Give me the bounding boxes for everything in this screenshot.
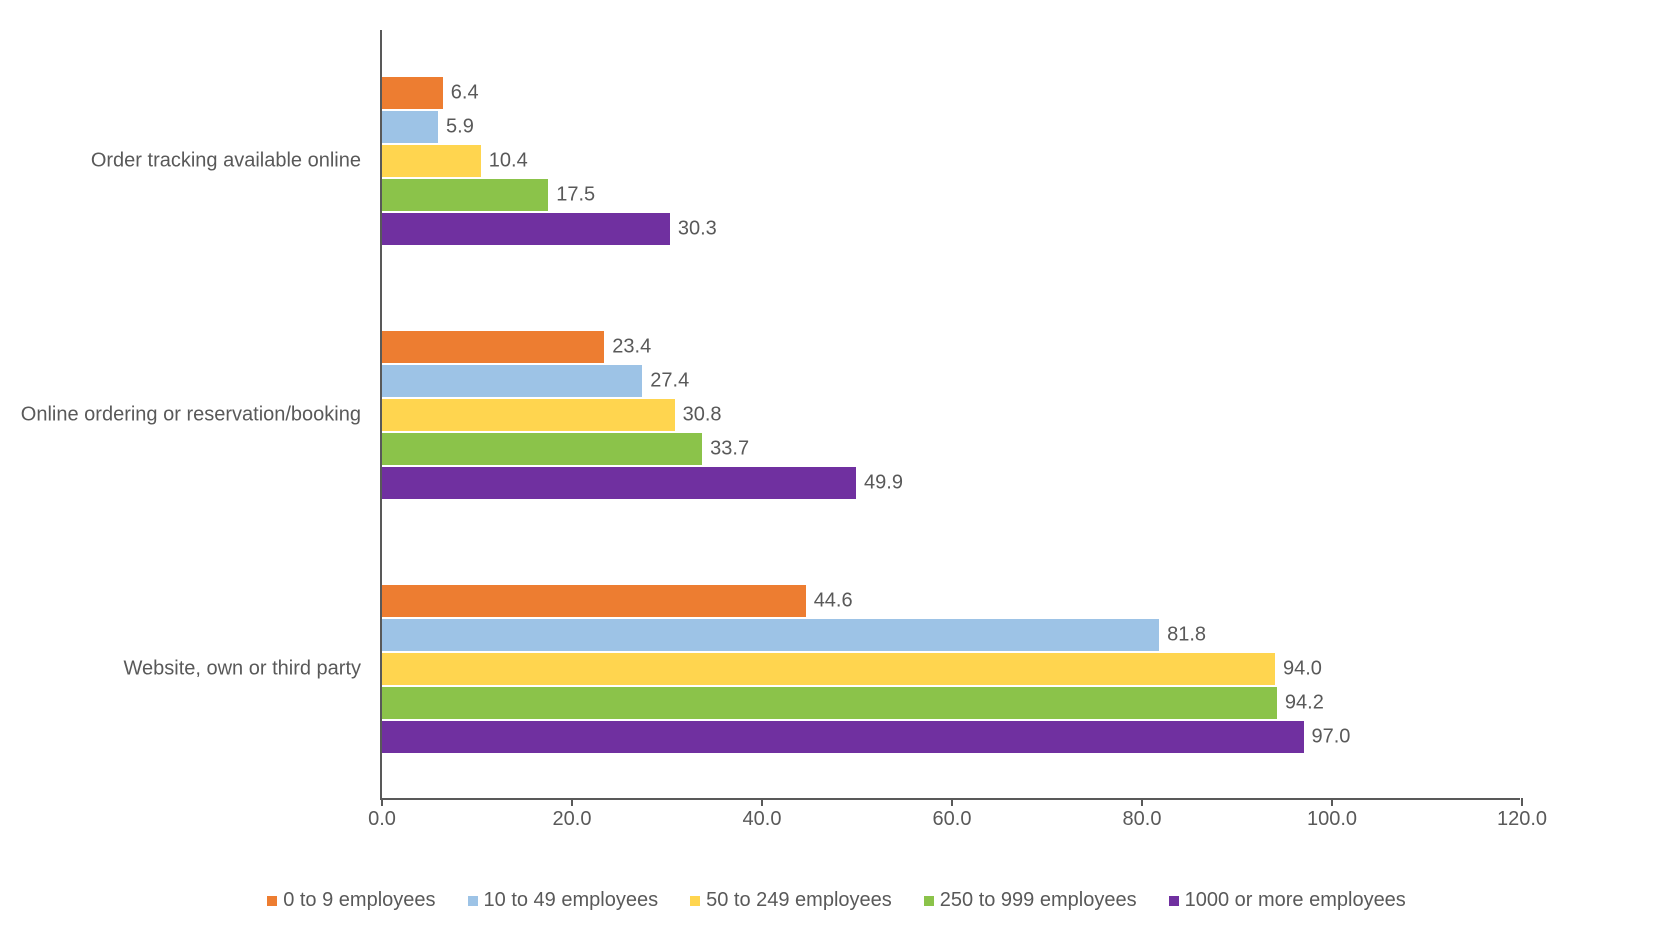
legend-item: 1000 or more employees <box>1169 889 1406 912</box>
bar-value-label: 5.9 <box>438 116 474 139</box>
bar: 33.7 <box>382 433 702 465</box>
legend-item: 50 to 249 employees <box>690 889 892 912</box>
legend-item: 0 to 9 employees <box>267 889 435 912</box>
x-axis-tick <box>1141 798 1143 806</box>
chart-container: 6.45.910.417.530.323.427.430.833.749.944… <box>0 0 1673 930</box>
x-axis-tick <box>1521 798 1523 806</box>
legend-label: 10 to 49 employees <box>484 889 659 912</box>
category-label: Order tracking available online <box>13 150 373 173</box>
bar-value-label: 44.6 <box>806 590 853 613</box>
legend-swatch <box>267 896 277 906</box>
bar: 27.4 <box>382 365 642 397</box>
category-label: Website, own or third party <box>13 658 373 681</box>
legend-swatch <box>1169 896 1179 906</box>
plot-area: 6.45.910.417.530.323.427.430.833.749.944… <box>380 30 1520 800</box>
bar-value-label: 30.8 <box>675 404 722 427</box>
bar-value-label: 97.0 <box>1304 726 1351 749</box>
bar-value-label: 94.0 <box>1275 658 1322 681</box>
bar-value-label: 6.4 <box>443 82 479 105</box>
bar: 30.8 <box>382 399 675 431</box>
bar: 6.4 <box>382 77 443 109</box>
x-axis-tick <box>951 798 953 806</box>
x-axis-tick-label: 100.0 <box>1307 808 1357 831</box>
bar: 30.3 <box>382 213 670 245</box>
bar: 23.4 <box>382 331 604 363</box>
legend-label: 1000 or more employees <box>1185 889 1406 912</box>
category-label: Online ordering or reservation/booking <box>13 404 373 427</box>
bar: 81.8 <box>382 619 1159 651</box>
bar-value-label: 81.8 <box>1159 624 1206 647</box>
x-axis-tick <box>761 798 763 806</box>
x-axis-tick <box>381 798 383 806</box>
bar-value-label: 49.9 <box>856 472 903 495</box>
bar: 94.2 <box>382 687 1277 719</box>
x-axis-tick <box>1331 798 1333 806</box>
bar: 10.4 <box>382 145 481 177</box>
x-axis-tick <box>571 798 573 806</box>
x-axis-tick-label: 20.0 <box>553 808 592 831</box>
bar-value-label: 33.7 <box>702 438 749 461</box>
bar-value-label: 27.4 <box>642 370 689 393</box>
chart-legend: 0 to 9 employees 10 to 49 employees 50 to … <box>0 889 1673 912</box>
legend-swatch <box>924 896 934 906</box>
legend-item: 250 to 999 employees <box>924 889 1137 912</box>
bar: 49.9 <box>382 467 856 499</box>
bar: 94.0 <box>382 653 1275 685</box>
bar: 5.9 <box>382 111 438 143</box>
bar-value-label: 10.4 <box>481 150 528 173</box>
legend-item: 10 to 49 employees <box>468 889 659 912</box>
legend-swatch <box>690 896 700 906</box>
legend-label: 0 to 9 employees <box>283 889 435 912</box>
bar: 44.6 <box>382 585 806 617</box>
bar-value-label: 17.5 <box>548 184 595 207</box>
x-axis-tick-label: 120.0 <box>1497 808 1547 831</box>
x-axis-tick-label: 40.0 <box>743 808 782 831</box>
legend-swatch <box>468 896 478 906</box>
bar: 97.0 <box>382 721 1304 753</box>
bar: 17.5 <box>382 179 548 211</box>
legend-label: 50 to 249 employees <box>706 889 892 912</box>
bar-value-label: 23.4 <box>604 336 651 359</box>
x-axis-tick-label: 0.0 <box>368 808 396 831</box>
bar-value-label: 94.2 <box>1277 692 1324 715</box>
bar-value-label: 30.3 <box>670 218 717 241</box>
x-axis-tick-label: 60.0 <box>933 808 972 831</box>
legend-label: 250 to 999 employees <box>940 889 1137 912</box>
x-axis-tick-label: 80.0 <box>1123 808 1162 831</box>
